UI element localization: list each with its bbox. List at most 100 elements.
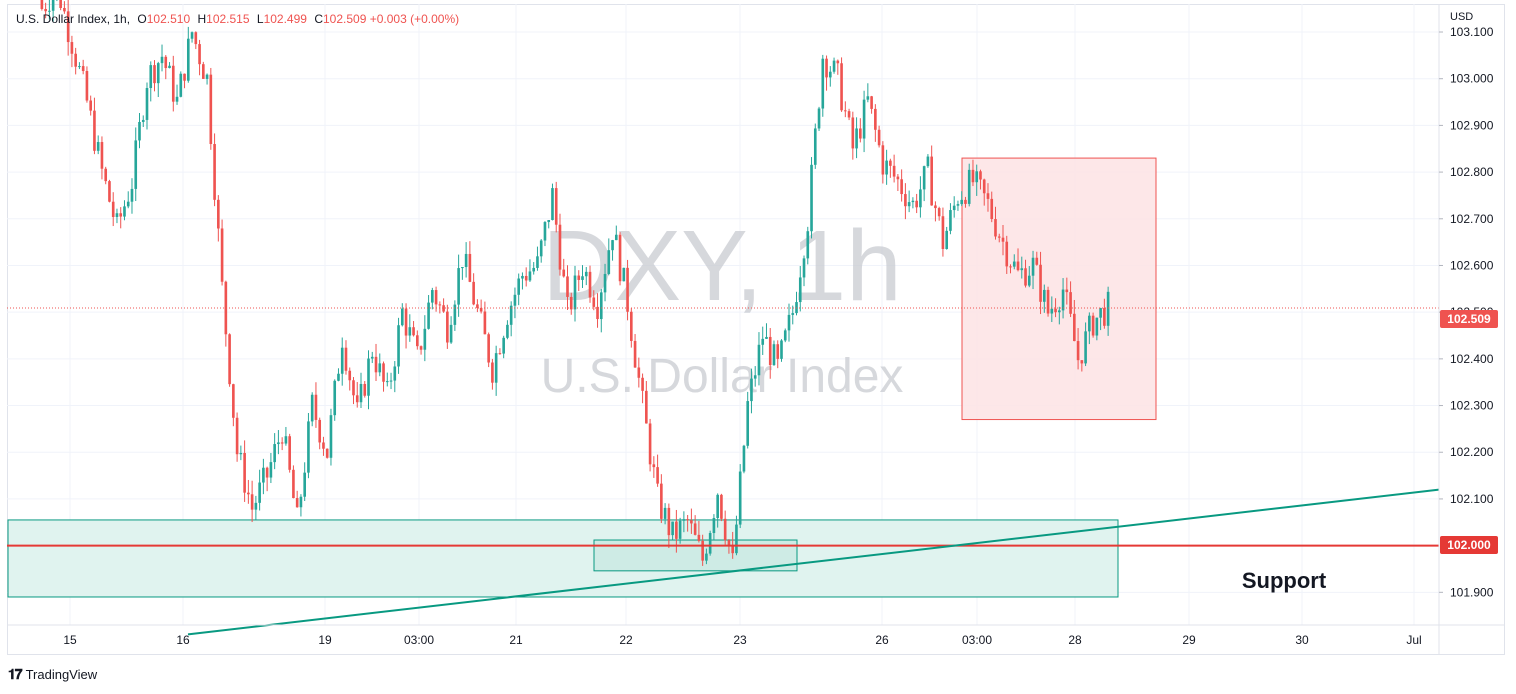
candle-body [716, 494, 719, 518]
candle [911, 197, 915, 209]
candle-body [768, 336, 772, 366]
candle [258, 469, 261, 511]
price-tick-label: 103.100 [1450, 25, 1494, 39]
candle-body [780, 340, 783, 359]
overlays [7, 307, 1440, 636]
candle [449, 316, 453, 344]
candle-body [138, 121, 141, 141]
time-tick-label: 30 [1295, 633, 1309, 647]
candle [798, 266, 802, 312]
candle-body [1050, 308, 1054, 314]
candle [746, 391, 750, 449]
candle-body [438, 304, 442, 306]
candle [528, 259, 532, 282]
candle-body [821, 58, 825, 109]
trend-line [187, 488, 1440, 636]
candle-body [1046, 289, 1050, 314]
candle-body [1103, 308, 1106, 326]
candle-body [915, 200, 918, 208]
candle [562, 258, 566, 278]
candle-body [949, 210, 952, 231]
candle [904, 183, 907, 220]
candle-body [630, 311, 633, 341]
candle [1058, 306, 1061, 325]
candle [750, 368, 753, 414]
candle-body [100, 142, 104, 169]
candle-body [746, 401, 750, 446]
candle [979, 169, 982, 190]
candle [446, 304, 449, 349]
candle-body [209, 74, 213, 145]
candle [964, 196, 967, 208]
candle-body [765, 336, 768, 339]
candle-body [1042, 289, 1046, 302]
candle [314, 382, 318, 428]
symbol-label[interactable]: U.S. Dollar Index, 1h, [16, 12, 131, 26]
support-annotation[interactable]: Support [1242, 568, 1327, 593]
candle [603, 263, 607, 302]
candle [945, 226, 948, 250]
candle [299, 494, 303, 517]
candle-body [588, 271, 592, 298]
candle-body [284, 436, 288, 444]
candle-body [179, 73, 183, 97]
candle-body [277, 442, 280, 445]
candle-body [126, 201, 130, 207]
candle-body [551, 188, 554, 221]
candle [851, 111, 855, 160]
candle [393, 361, 397, 393]
candle [457, 254, 460, 317]
candle-body [183, 73, 186, 81]
candle-body [70, 42, 74, 54]
candle-body [446, 311, 449, 343]
candle-body [712, 517, 716, 534]
candle [292, 465, 295, 499]
candle-body [982, 179, 986, 194]
candle-body [840, 63, 843, 111]
ohlc-legend: U.S. Dollar Index, 1h, O102.510 H102.515… [16, 12, 459, 26]
candle [464, 242, 468, 278]
candle-body [975, 171, 979, 183]
candle-body [265, 467, 269, 478]
candle-body [48, 10, 51, 12]
time-tick-label: 22 [619, 633, 633, 647]
candle-body [329, 415, 333, 458]
time-axis[interactable]: 15 16 19 03:00 21 22 23 26 03:00 28 29 30 Jul [63, 633, 1421, 647]
candle-body [318, 419, 322, 443]
low-key: L [256, 12, 264, 26]
candle [566, 265, 569, 310]
candle [573, 265, 577, 322]
candle [476, 299, 479, 313]
candle-body [85, 71, 89, 101]
candle [690, 508, 693, 534]
price-tick-label: 102.300 [1450, 399, 1494, 413]
candle-body [806, 231, 810, 259]
candle-body [168, 65, 171, 69]
candle-body [930, 156, 933, 206]
candle [671, 521, 674, 540]
candle-body [194, 32, 198, 45]
candle [667, 503, 671, 549]
candle [536, 246, 539, 271]
candle-body [622, 267, 626, 282]
branding[interactable]: 𝟏𝟕 TradingView [8, 666, 97, 683]
candle-body [299, 496, 303, 508]
candle-body [641, 377, 644, 391]
candle-body [855, 128, 858, 149]
candle-body [528, 271, 532, 281]
candle [134, 127, 138, 201]
candle-body [359, 383, 363, 403]
candle [348, 367, 352, 391]
candle-body [881, 145, 885, 175]
candle-body [885, 160, 888, 175]
candle [596, 293, 599, 328]
candle [569, 292, 573, 315]
candle-body [738, 471, 742, 525]
candle [780, 339, 783, 362]
candle [250, 480, 254, 523]
candle-body [156, 63, 160, 84]
candle [483, 301, 487, 335]
candle [1106, 286, 1110, 336]
candle [960, 191, 964, 207]
